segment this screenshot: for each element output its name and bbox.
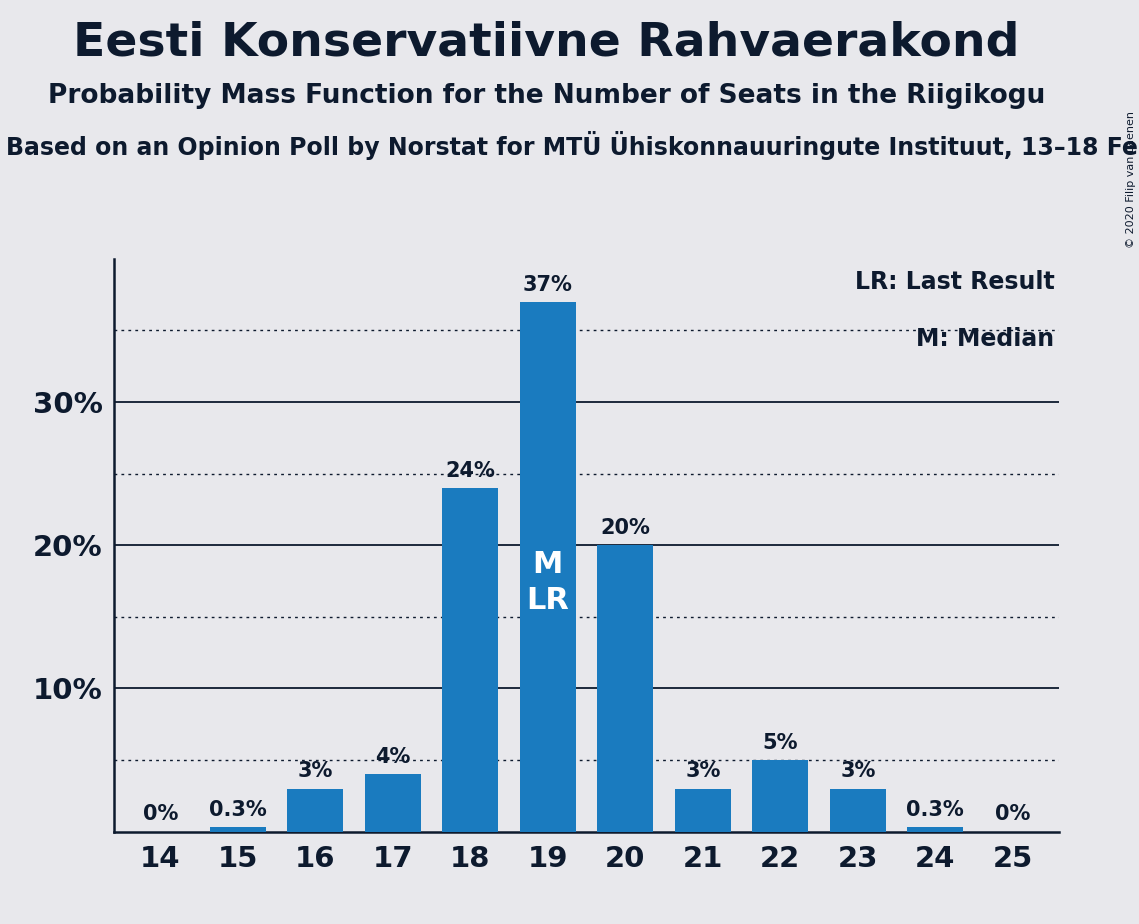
Text: Based on an Opinion Poll by Norstat for MTÜ Ühiskonnauuringute Instituut, 13–18 : Based on an Opinion Poll by Norstat for … [6,131,1139,160]
Text: 20%: 20% [600,518,650,538]
Text: 3%: 3% [686,761,721,782]
Bar [442,488,498,832]
Bar [210,827,265,832]
Text: 0%: 0% [142,805,178,824]
Text: 0.3%: 0.3% [907,800,964,821]
Text: M: Median: M: Median [917,327,1055,351]
Bar [519,301,575,832]
Bar [364,774,420,832]
Text: LR: Last Result: LR: Last Result [854,270,1055,294]
Bar [287,788,343,832]
Text: Eesti Konservatiivne Rahvaerakond: Eesti Konservatiivne Rahvaerakond [74,20,1019,66]
Text: 3%: 3% [841,761,876,782]
Text: Probability Mass Function for the Number of Seats in the Riigikogu: Probability Mass Function for the Number… [48,83,1046,109]
Text: 0%: 0% [995,805,1031,824]
Bar [753,760,809,832]
Text: © 2020 Filip van Laenen: © 2020 Filip van Laenen [1126,111,1136,248]
Text: 5%: 5% [762,733,798,753]
Bar [675,788,731,832]
Text: 3%: 3% [297,761,333,782]
Text: 0.3%: 0.3% [210,800,267,821]
Bar [908,827,964,832]
Bar [830,788,886,832]
Text: 37%: 37% [523,274,573,295]
Text: M
LR: M LR [526,550,570,615]
Text: 24%: 24% [445,461,495,480]
Bar [598,545,654,832]
Text: 4%: 4% [375,748,410,767]
